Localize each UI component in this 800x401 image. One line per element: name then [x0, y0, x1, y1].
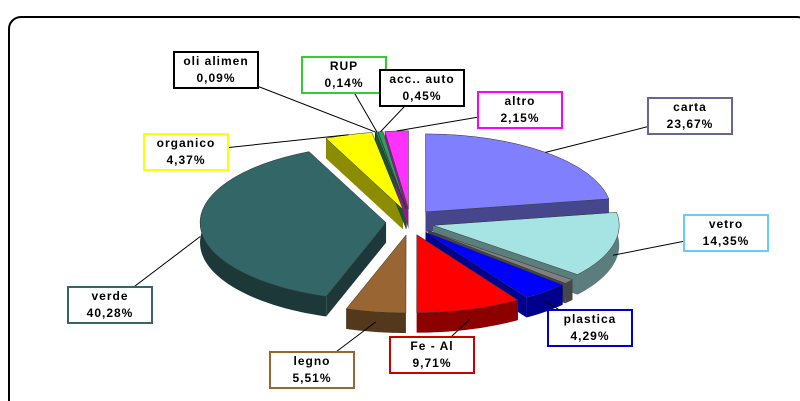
slice-label: plastica [564, 312, 617, 326]
label-box [647, 97, 733, 135]
label-box [547, 309, 633, 347]
label-box [683, 214, 769, 252]
slice-value-label: 14,35% [703, 234, 750, 248]
slice-label: carta [673, 100, 707, 114]
slice-value-label: 23,67% [667, 117, 714, 131]
slice-label: Fe - Al [410, 339, 453, 353]
label-box [477, 91, 563, 129]
slice-value-label: 4,37% [166, 153, 205, 167]
slice-side [346, 308, 406, 334]
slice-label: altro [504, 94, 535, 108]
label-box [379, 69, 465, 107]
slice [425, 133, 610, 213]
label-box [173, 51, 259, 89]
slice [199, 151, 387, 297]
slice [345, 234, 407, 314]
slice-wall [326, 222, 387, 317]
label-box [269, 351, 355, 389]
slice-value-label: 40,28% [87, 306, 134, 320]
slice-value-label: 5,51% [292, 371, 331, 385]
slice-label: oli alimen [183, 54, 248, 68]
label-box [143, 133, 229, 171]
slice-label: organico [157, 136, 216, 150]
label-box [67, 286, 153, 324]
slice-label: vetro [709, 217, 743, 231]
slice [428, 230, 574, 284]
slice-value-label: 0,09% [196, 71, 235, 85]
slice-value-label: 4,29% [570, 329, 609, 343]
slice-value-label: 0,45% [402, 89, 441, 103]
slice-label: RUP [330, 59, 358, 73]
slice-value-label: 0,14% [324, 76, 363, 90]
slice-side [577, 212, 620, 295]
slice [416, 234, 519, 313]
slice [425, 231, 564, 298]
label-box [301, 56, 387, 94]
slice-label: legno [294, 354, 331, 368]
slice [325, 132, 404, 210]
slice-value-label: 2,15% [500, 111, 539, 125]
slice-value-label: 9,71% [412, 356, 451, 370]
slice-label: verde [91, 289, 128, 303]
slice [377, 131, 407, 210]
slice-wall [325, 138, 403, 230]
slice-side [416, 300, 518, 333]
label-box [389, 336, 475, 374]
slice [433, 212, 620, 275]
slice-label: acc.. auto [389, 72, 454, 86]
